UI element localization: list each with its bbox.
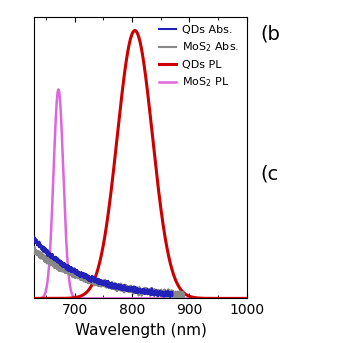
X-axis label: Wavelength (nm): Wavelength (nm)	[75, 323, 206, 338]
Text: (b: (b	[261, 24, 281, 43]
Text: (c: (c	[261, 165, 279, 184]
Legend: QDs Abs., MoS$_2$ Abs., QDs PL, MoS$_2$ PL: QDs Abs., MoS$_2$ Abs., QDs PL, MoS$_2$ …	[156, 23, 241, 92]
